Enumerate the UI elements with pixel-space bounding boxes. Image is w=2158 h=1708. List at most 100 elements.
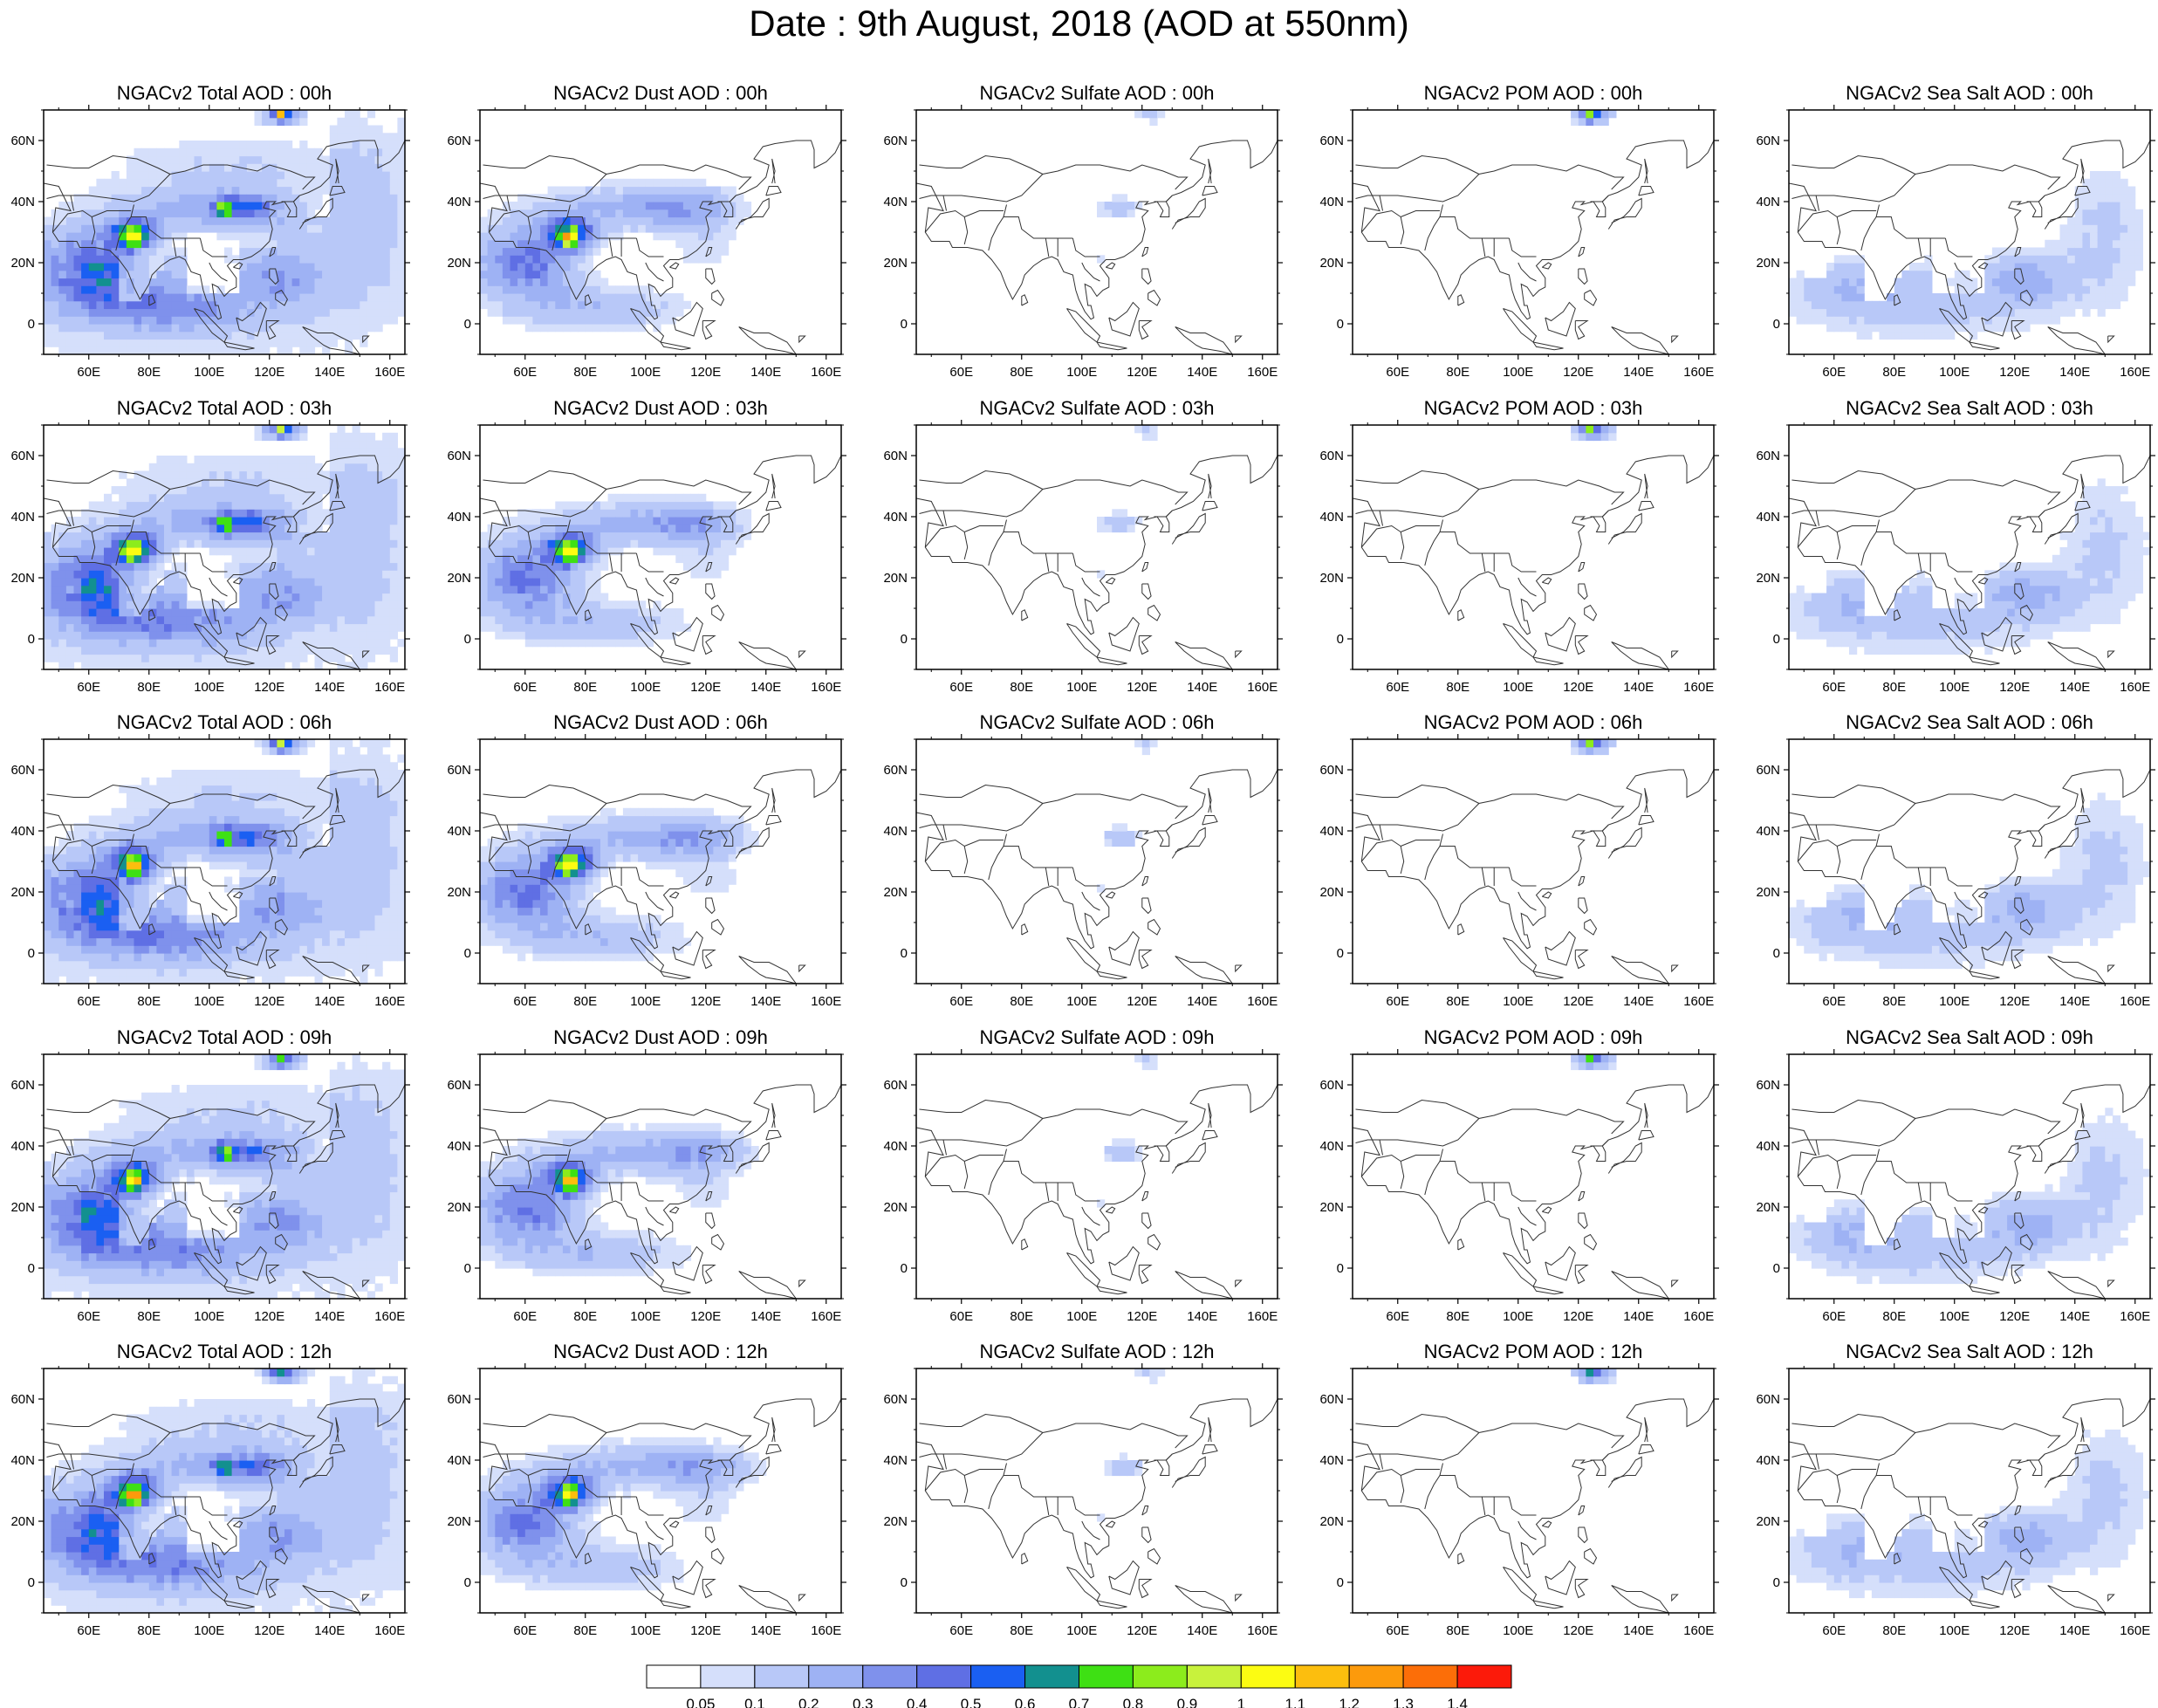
lat-tick-label: 40N — [883, 195, 908, 209]
lat-tick-label: 40N — [447, 824, 471, 839]
map-panel-sulfate-12h: NGACv2 Sulfate AOD : 12h 60E 80E 100E 120E 14… — [883, 1341, 1283, 1638]
coastlines — [916, 140, 1278, 354]
panel-title: NGACv2 Sea Salt AOD : 03h — [1846, 397, 2093, 419]
lon-tick-label: 100E — [630, 994, 661, 1009]
lon-tick-label: 120E — [690, 680, 721, 695]
lon-tick-label: 100E — [630, 365, 661, 380]
map-panel-total-12h: NGACv2 Total AOD : 12h 60E 80E 100E 120E 140E… — [10, 1341, 410, 1638]
lon-tick-label: 80E — [137, 1623, 161, 1638]
lat-tick-label: 40N — [10, 1139, 35, 1154]
lon-tick-label: 140E — [314, 994, 345, 1009]
map-panel-dust-03h: NGACv2 Dust AOD : 03h 60E 80E 100E 120E 140E 1… — [447, 397, 846, 695]
lon-tick-label: 80E — [137, 1309, 161, 1324]
lat-tick-label: 60N — [883, 1078, 908, 1093]
lon-tick-label: 100E — [194, 1623, 224, 1638]
lon-tick-label: 80E — [573, 1309, 597, 1324]
coastlines — [480, 769, 841, 984]
lat-tick-label: 60N — [1756, 763, 1780, 778]
lon-tick-label: 120E — [1563, 994, 1593, 1009]
aod-field — [480, 807, 759, 962]
coastlines — [1353, 455, 1714, 669]
lon-tick-label: 160E — [1683, 1309, 1714, 1324]
lon-tick-label: 100E — [1066, 365, 1097, 380]
lon-tick-label: 160E — [374, 1623, 405, 1638]
lat-tick-label: 40N — [1756, 1139, 1780, 1154]
lat-tick-label: 0 — [464, 317, 471, 332]
lon-tick-label: 80E — [137, 680, 161, 695]
lat-tick-label: 0 — [1337, 946, 1344, 961]
map-panel-total-03h: NGACv2 Total AOD : 03h 60E 80E 100E 120E 140E… — [10, 397, 410, 695]
lon-tick-label: 100E — [1939, 994, 1970, 1009]
lon-tick-label: 80E — [1010, 994, 1033, 1009]
lat-tick-label: 0 — [28, 1261, 35, 1276]
lat-tick-label: 40N — [10, 1453, 35, 1468]
lon-tick-label: 140E — [1623, 1309, 1654, 1324]
lon-tick-label: 120E — [1999, 994, 2030, 1009]
coastlines — [480, 1084, 841, 1299]
map-frame — [915, 109, 1278, 355]
coastlines — [1353, 1398, 1714, 1613]
lon-tick-label: 100E — [630, 680, 661, 695]
lon-tick-label: 60E — [77, 365, 100, 380]
coastlines — [1353, 1084, 1714, 1299]
lat-tick-label: 0 — [28, 632, 35, 647]
lat-tick-label: 0 — [1337, 317, 1344, 332]
lon-tick-label: 140E — [2059, 994, 2090, 1009]
lon-tick-label: 60E — [1822, 1623, 1846, 1638]
lat-tick-label: 40N — [1756, 824, 1780, 839]
lon-tick-label: 60E — [77, 1309, 100, 1324]
lat-tick-label: 0 — [1337, 632, 1344, 647]
map-frame — [1352, 424, 1715, 670]
aod-field — [44, 1054, 405, 1299]
panel-title: NGACv2 Sulfate AOD : 03h — [979, 397, 1214, 419]
lat-tick-label: 20N — [1319, 1200, 1344, 1215]
lat-tick-label: 20N — [1756, 256, 1780, 271]
aod-field — [44, 425, 405, 669]
lon-tick-label: 100E — [194, 1309, 224, 1324]
panel-title: NGACv2 POM AOD : 12h — [1424, 1341, 1643, 1362]
map-panel-total-06h: NGACv2 Total AOD : 06h 60E 80E 100E 120E 140E… — [10, 711, 410, 1009]
lat-tick-label: 60N — [1319, 763, 1344, 778]
panel-title: NGACv2 Total AOD : 12h — [117, 1341, 332, 1362]
lat-tick-label: 20N — [883, 885, 908, 900]
lon-tick-label: 60E — [1822, 680, 1846, 695]
coastlines — [480, 140, 841, 354]
aod-field — [1571, 739, 1617, 756]
lon-tick-label: 60E — [949, 1309, 973, 1324]
map-panel-dust-09h: NGACv2 Dust AOD : 09h 60E 80E 100E 120E 140E 1… — [447, 1026, 846, 1324]
aod-field — [1571, 425, 1617, 442]
lon-tick-label: 140E — [1187, 1623, 1217, 1638]
panel-title: NGACv2 Dust AOD : 03h — [553, 397, 768, 419]
map-panel-pom-00h: NGACv2 POM AOD : 00h 60E 80E 100E 120E 140E 16… — [1319, 82, 1719, 380]
panel-title: NGACv2 Total AOD : 09h — [117, 1026, 332, 1048]
lon-tick-label: 80E — [1882, 994, 1906, 1009]
aod-field — [1789, 1108, 2150, 1285]
lat-tick-label: 20N — [1319, 885, 1344, 900]
lon-tick-label: 100E — [1939, 1309, 1970, 1324]
aod-field — [1097, 110, 1166, 264]
lon-tick-label: 80E — [1882, 365, 1906, 380]
aod-field — [44, 1368, 405, 1613]
lat-tick-label: 40N — [1319, 195, 1344, 209]
map-panel-pom-03h: NGACv2 POM AOD : 03h 60E 80E 100E 120E 140E 16… — [1319, 397, 1719, 695]
lat-tick-label: 0 — [464, 1261, 471, 1276]
lon-tick-label: 100E — [1066, 1623, 1097, 1638]
lat-tick-label: 60N — [10, 1078, 35, 1093]
coastlines — [44, 769, 405, 984]
map-panel-seasalt-00h: NGACv2 Sea Salt AOD : 00h 60E 80E 100E 120E 1… — [1756, 82, 2155, 380]
lat-tick-label: 60N — [883, 763, 908, 778]
lon-tick-label: 120E — [254, 1309, 284, 1324]
coastlines — [916, 455, 1278, 669]
lat-tick-label: 0 — [901, 1261, 908, 1276]
aod-field — [1571, 1368, 1617, 1385]
lat-tick-label: 0 — [1337, 1575, 1344, 1590]
lon-tick-label: 60E — [513, 1309, 537, 1324]
panel-title: NGACv2 Total AOD : 00h — [117, 82, 332, 104]
lon-tick-label: 160E — [2120, 1309, 2150, 1324]
lon-tick-label: 60E — [1386, 1623, 1409, 1638]
lon-tick-label: 100E — [1066, 994, 1097, 1009]
lat-tick-label: 60N — [883, 1392, 908, 1407]
map-panel-dust-00h: NGACv2 Dust AOD : 00h 60E 80E 100E 120E 140E 1… — [447, 82, 846, 380]
lat-tick-label: 60N — [10, 763, 35, 778]
lon-tick-label: 80E — [573, 994, 597, 1009]
